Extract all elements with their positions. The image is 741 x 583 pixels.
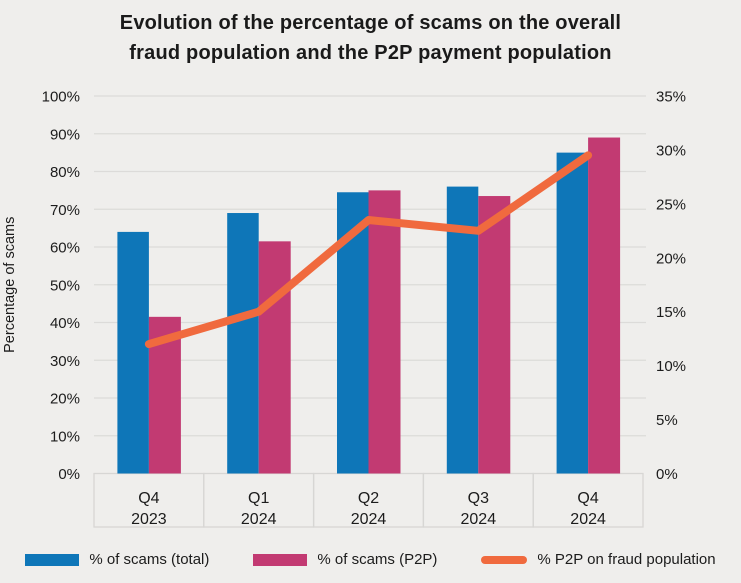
y-axis-right-tick-label: 25% — [656, 196, 686, 213]
x-axis-label-year: 2024 — [570, 511, 606, 528]
bar-p2p-cat3 — [478, 196, 511, 474]
y-axis-left-tick-label: 10% — [50, 428, 80, 445]
bar-total-cat1 — [227, 213, 259, 474]
y-axis-right-tick-label: 35% — [656, 89, 686, 106]
x-axis-label-quarter: Q4 — [577, 490, 598, 507]
y-axis-right-tick-label: 20% — [656, 250, 686, 267]
legend-item-p2p-fraud-label: % P2P on fraud population — [537, 551, 716, 568]
legend-item-p2p-fraud-swatch — [481, 555, 528, 564]
y-axis-right-tick-label: 30% — [656, 142, 686, 159]
bar-total-cat4 — [556, 152, 589, 474]
legend-item-scams-total-label: % of scams (total) — [89, 551, 210, 568]
legend-item-scams-p2p: % of scams (P2P) — [253, 551, 437, 568]
bar-p2p-cat1 — [258, 241, 291, 474]
x-axis-label-quarter: Q4 — [138, 490, 159, 507]
y-axis-right-tick-label: 0% — [656, 466, 678, 483]
bar-p2p-cat4 — [588, 137, 621, 474]
x-axis-label-year: 2024 — [241, 511, 277, 528]
bar-total-cat3 — [446, 186, 479, 474]
y-axis-left-tick-label: 20% — [50, 391, 80, 408]
y-axis-left-tick-label: 90% — [50, 126, 80, 143]
legend-item-scams-total-swatch — [25, 553, 80, 566]
x-axis-label-year: 2024 — [461, 511, 497, 528]
chart-title-line-2: fraud population and the P2P payment pop… — [129, 42, 612, 64]
x-axis-label-quarter: Q2 — [358, 490, 379, 507]
bar-p2p-cat2 — [368, 190, 401, 474]
y-axis-left-tick-label: 50% — [50, 277, 80, 294]
chart-title: Evolution of the percentage of scams on … — [0, 8, 741, 68]
x-axis-label-quarter: Q3 — [468, 490, 489, 507]
legend-item-p2p-fraud: % P2P on fraud population — [481, 551, 716, 568]
y-axis-left-tick-label: 70% — [50, 202, 80, 219]
y-axis-left-tick-label: 80% — [50, 164, 80, 181]
p2p-fraud-line — [144, 151, 593, 349]
chart-legend: % of scams (total) % of scams (P2P) % P2P … — [0, 551, 741, 568]
chart-canvas: 0% 10% 20% 30% 40% 50% 60% 70% 80% 90% 100% 0% 5% 10%… — [2, 89, 686, 529]
chart-title-line-1: Evolution of the percentage of scams on … — [119, 12, 622, 34]
y-axis-right-tick-label: 15% — [656, 304, 686, 321]
y-axis-left-tick-label: 0% — [58, 466, 80, 483]
legend-item-scams-p2p-label: % of scams (P2P) — [317, 551, 438, 568]
bar-total-cat0 — [117, 231, 149, 474]
x-axis-label-year: 2023 — [131, 511, 167, 528]
y-axis-left-tick-label: 40% — [50, 315, 80, 332]
x-axis-label-year: 2024 — [351, 511, 387, 528]
y-axis-title: Percentage of scams — [2, 217, 18, 353]
legend-item-scams-p2p-swatch — [253, 553, 308, 566]
y-axis-right-tick-label: 5% — [656, 412, 678, 429]
y-axis-left-tick-label: 30% — [50, 353, 80, 370]
y-axis-right-tick-label: 10% — [656, 358, 686, 375]
y-axis-left-tick-label: 100% — [42, 89, 80, 106]
y-axis-left-tick-label: 60% — [50, 240, 80, 257]
x-axis-label-quarter: Q1 — [248, 490, 269, 507]
legend-item-scams-total: % of scams (total) — [25, 551, 209, 568]
